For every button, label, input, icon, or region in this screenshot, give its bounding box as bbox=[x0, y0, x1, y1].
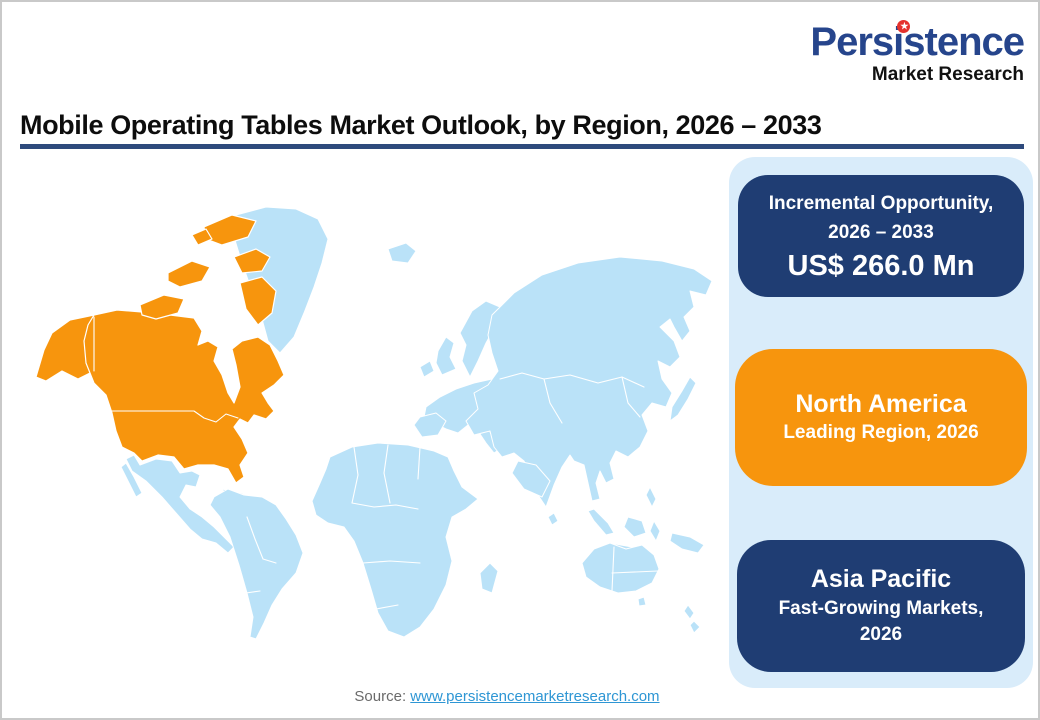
opportunity-value: US$ 266.0 Mn bbox=[787, 250, 975, 283]
opportunity-label-line2: 2026 – 2033 bbox=[828, 221, 934, 243]
title-underline bbox=[20, 144, 1024, 149]
asia-pacific-subtitle: Fast-Growing Markets, 2026 bbox=[778, 597, 984, 646]
card-incremental-opportunity: Incremental Opportunity, 2026 – 2033 US$… bbox=[738, 175, 1024, 297]
source-link[interactable]: www.persistencemarketresearch.com bbox=[410, 688, 660, 705]
stats-panel: Incremental Opportunity, 2026 – 2033 US$… bbox=[729, 157, 1033, 688]
asia-pacific-title: Asia Pacific bbox=[810, 565, 952, 594]
card-north-america: North America Leading Region, 2026 bbox=[735, 349, 1027, 486]
world-map bbox=[35, 206, 713, 640]
north-america-title: North America bbox=[795, 389, 967, 418]
logo-star-icon: ★ bbox=[897, 20, 911, 33]
source-line: Source: www.persistencemarketresearch.co… bbox=[2, 688, 1012, 705]
logo-tagline: Market Research bbox=[871, 64, 1024, 85]
opportunity-label-line1: Incremental Opportunity, bbox=[768, 193, 994, 215]
north-america-highlight bbox=[35, 214, 285, 484]
card-asia-pacific: Asia Pacific Fast-Growing Markets, 2026 bbox=[737, 540, 1025, 672]
north-america-subtitle: Leading Region, 2026 bbox=[783, 422, 979, 444]
pmr-logo: Persistence ★ Market Research bbox=[810, 20, 1025, 86]
logo-brand-text: Persistence ★ bbox=[810, 20, 1025, 64]
page-title: Mobile Operating Tables Market Outlook, … bbox=[20, 110, 822, 140]
world-landmass bbox=[120, 206, 713, 640]
source-label: Source: bbox=[354, 688, 407, 705]
